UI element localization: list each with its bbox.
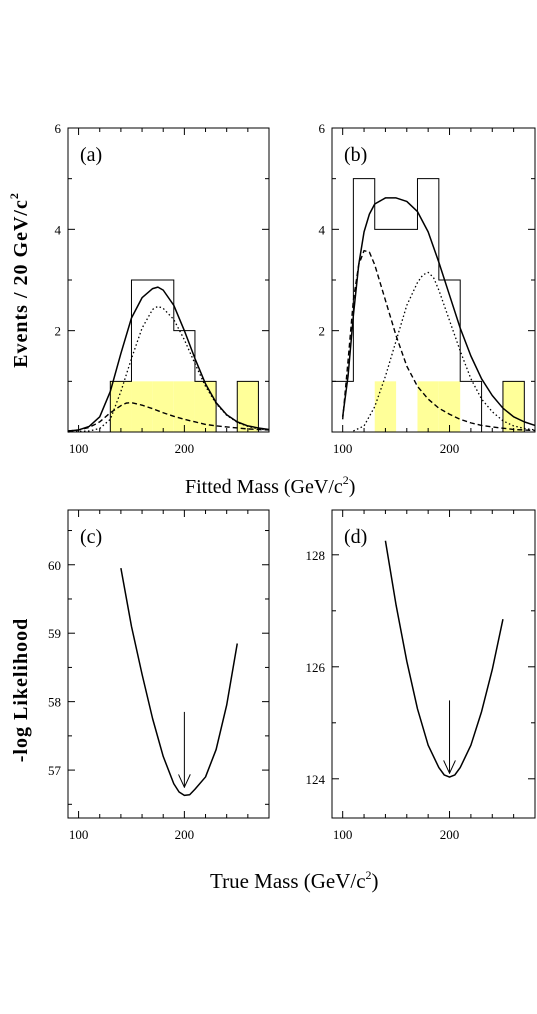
panel-c: 100 200 57 58 59 60 (c) xyxy=(48,509,270,842)
x-tick-label: 200 xyxy=(175,827,195,842)
y-tick-label: 6 xyxy=(55,121,62,136)
highlight-bin xyxy=(131,381,153,432)
highlight-bin xyxy=(173,381,195,432)
panel-label: (c) xyxy=(80,526,102,548)
y-tick-label: 2 xyxy=(55,324,62,339)
y-tick-label: 128 xyxy=(306,548,326,563)
highlight-bin xyxy=(502,381,525,432)
highlight-bin xyxy=(152,381,174,432)
x-tick-label: 100 xyxy=(69,441,89,456)
fit-curve-dotted xyxy=(353,271,536,432)
plot-frame xyxy=(67,509,270,819)
y-tick-label: 124 xyxy=(306,772,326,787)
x-tick-label: 200 xyxy=(440,441,460,456)
fit-curve-dashed xyxy=(67,401,270,432)
bottom-y-axis-title: -log Likelihood xyxy=(10,618,32,762)
y-tick-label: 6 xyxy=(319,121,326,136)
y-tick-label: 4 xyxy=(319,222,326,237)
x-tick-label: 200 xyxy=(175,441,195,456)
histogram-outline xyxy=(68,279,269,433)
highlight-bin xyxy=(417,381,439,432)
fit-curve-solid xyxy=(341,197,536,427)
fit-curve-dashed xyxy=(341,249,536,432)
y-tick-label: 60 xyxy=(48,558,61,573)
x-tick-label: 100 xyxy=(69,827,89,842)
highlight-bin xyxy=(438,381,461,432)
plot-frame xyxy=(331,509,536,819)
x-tick-label: 100 xyxy=(333,827,353,842)
y-tick-label: 59 xyxy=(48,626,61,641)
highlight-bin xyxy=(110,381,132,432)
panel-label: (d) xyxy=(344,526,367,548)
histogram-outline xyxy=(332,178,535,433)
panel-a: 100 200 2 4 6 (a) xyxy=(55,121,270,456)
top-y-axis-title: Events / 20 GeV/c2 xyxy=(7,192,32,368)
bottom-x-axis-title: True Mass (GeV/c2) xyxy=(210,868,379,893)
y-tick-label: 58 xyxy=(48,695,61,710)
top-x-axis-title: Fitted Mass (GeV/c2) xyxy=(185,473,355,498)
y-tick-label: 57 xyxy=(48,763,62,778)
panel-label: (a) xyxy=(80,144,102,166)
x-tick-label: 100 xyxy=(333,441,353,456)
panel-label: (b) xyxy=(344,144,367,166)
x-tick-label: 200 xyxy=(440,827,460,842)
highlight-bin xyxy=(237,381,259,432)
fit-curve-solid xyxy=(120,568,239,797)
y-tick-label: 4 xyxy=(55,222,62,237)
panel-d: 100 200 124 126 128 (d) xyxy=(306,509,536,842)
highlight-bin xyxy=(374,381,397,432)
y-tick-label: 126 xyxy=(306,660,326,675)
y-tick-label: 2 xyxy=(319,324,326,339)
fit-curve-solid xyxy=(384,540,504,778)
panel-b: 100 200 2 4 6 (b) xyxy=(319,121,536,456)
